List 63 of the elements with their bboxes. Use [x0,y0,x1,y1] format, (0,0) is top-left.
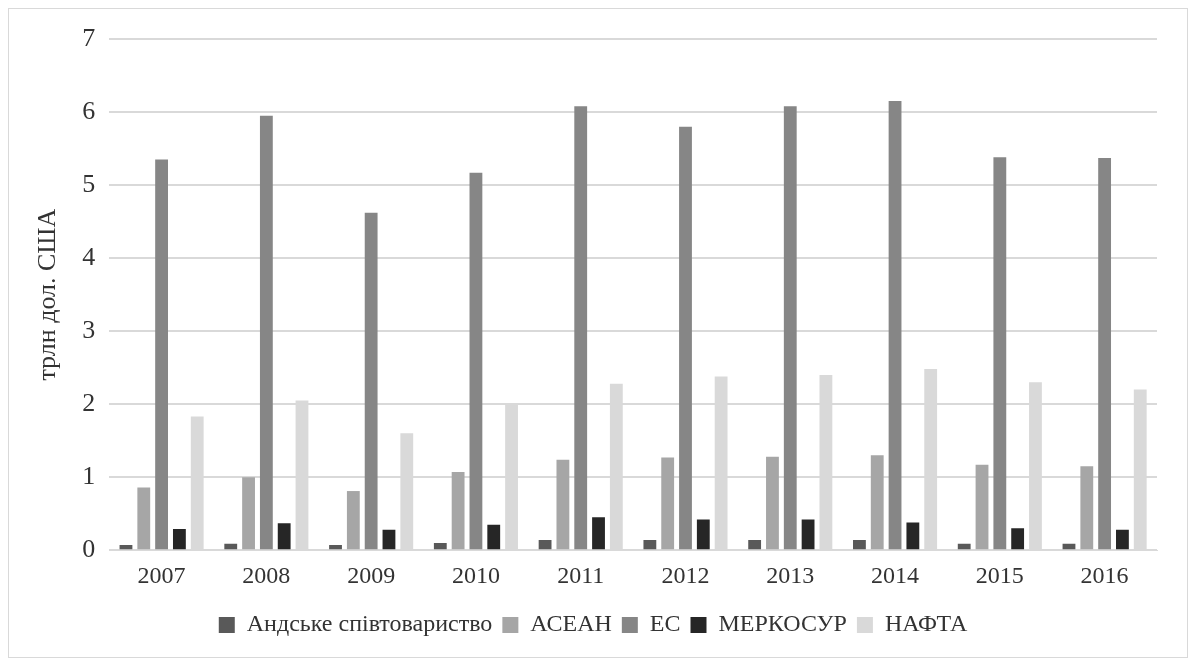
y-axis-title: трлн дол. США [32,208,62,381]
bar [1116,529,1129,550]
y-tick-label: 4 [82,241,96,271]
legend-label: МЕРКОСУР [718,610,847,637]
bar [766,456,779,550]
bar [259,115,273,550]
bar [364,212,378,550]
x-tick-label: 2008 [242,561,291,588]
x-tick-label: 2015 [975,561,1024,588]
bar [538,539,552,550]
y-tick-label: 7 [82,22,96,52]
bar [888,101,902,550]
bar [277,523,291,550]
bar [329,545,342,550]
bar [574,106,588,550]
bar [469,172,483,550]
x-tick-label: 2012 [661,561,710,588]
bar [643,539,657,550]
bar [661,457,675,550]
bar [801,519,815,550]
y-tick-label: 2 [82,387,96,417]
bar [155,159,168,550]
bar [957,543,971,550]
bar [870,455,884,550]
legend-label: АСЕАН [530,610,612,637]
x-tick-label: 2011 [557,561,605,588]
bar [137,487,151,550]
bar [592,517,605,550]
legend-label: ЕС [649,610,681,637]
y-tick-label: 3 [82,314,96,344]
bar [242,477,255,550]
bar [1098,158,1112,550]
bar [487,524,501,550]
bar [993,157,1007,550]
legend-label: Андське співтовариство [246,610,493,637]
bar [696,519,710,550]
y-tick-label: 0 [82,534,96,564]
bar [975,464,989,550]
bar [906,522,920,550]
bar [346,491,360,550]
y-tick-label: 5 [82,168,96,198]
x-tick-label: 2016 [1080,561,1129,588]
bar [556,459,570,550]
bar [382,529,396,550]
bar [748,539,762,550]
bar [119,545,133,550]
bar [1011,528,1025,550]
bar [679,126,692,550]
x-tick-label: 2009 [347,561,396,588]
x-tick-label: 2007 [137,561,186,588]
y-tick-label: 6 [82,95,96,125]
bar [433,542,447,550]
bar [172,529,186,550]
x-tick-label: 2014 [871,561,920,588]
y-tick-label: 1 [82,461,96,490]
x-tick-label: 2013 [766,561,815,588]
bar [853,539,866,550]
x-tick-label: 2010 [451,561,500,588]
legend-label: НАФТА [884,610,968,637]
bar [224,543,238,550]
bar [451,472,465,550]
bar [1080,466,1094,550]
bar [783,106,797,550]
